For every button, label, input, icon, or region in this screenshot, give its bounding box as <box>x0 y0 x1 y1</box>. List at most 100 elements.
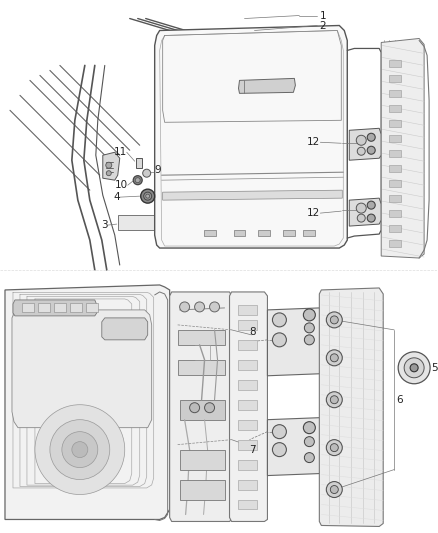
Circle shape <box>357 147 365 155</box>
Polygon shape <box>103 152 120 180</box>
Polygon shape <box>389 135 401 142</box>
Polygon shape <box>237 419 258 430</box>
Polygon shape <box>86 303 98 312</box>
Polygon shape <box>136 158 142 168</box>
Circle shape <box>143 169 151 177</box>
Polygon shape <box>178 360 225 375</box>
Circle shape <box>62 432 98 467</box>
Circle shape <box>304 309 315 321</box>
Circle shape <box>180 302 190 312</box>
Polygon shape <box>389 240 401 247</box>
Text: 1: 1 <box>319 11 326 21</box>
Text: 10: 10 <box>115 180 128 190</box>
Circle shape <box>72 442 88 458</box>
Polygon shape <box>239 78 295 93</box>
Polygon shape <box>170 292 232 521</box>
Polygon shape <box>237 340 258 350</box>
Polygon shape <box>389 150 401 157</box>
Text: 12: 12 <box>307 138 320 147</box>
Polygon shape <box>237 440 258 450</box>
Text: 3: 3 <box>101 220 108 230</box>
Circle shape <box>326 312 342 328</box>
Polygon shape <box>70 303 82 312</box>
Polygon shape <box>237 459 258 470</box>
Polygon shape <box>162 190 342 200</box>
Polygon shape <box>180 450 225 470</box>
Circle shape <box>272 425 286 439</box>
Polygon shape <box>381 38 424 258</box>
Circle shape <box>133 176 142 184</box>
Polygon shape <box>12 310 152 427</box>
Circle shape <box>356 135 366 146</box>
Polygon shape <box>237 499 258 510</box>
Circle shape <box>330 354 338 362</box>
Circle shape <box>304 335 314 345</box>
Text: 12: 12 <box>307 208 320 218</box>
Circle shape <box>367 146 375 154</box>
Polygon shape <box>389 225 401 232</box>
Circle shape <box>326 440 342 456</box>
Polygon shape <box>230 292 268 521</box>
Circle shape <box>194 302 205 312</box>
Circle shape <box>356 203 366 213</box>
Polygon shape <box>389 195 401 202</box>
Polygon shape <box>389 75 401 83</box>
Circle shape <box>272 333 286 347</box>
Circle shape <box>146 194 150 198</box>
Polygon shape <box>5 285 170 520</box>
Text: 9: 9 <box>155 165 161 175</box>
Polygon shape <box>180 480 225 499</box>
Polygon shape <box>304 230 315 236</box>
Polygon shape <box>389 106 401 112</box>
Polygon shape <box>349 128 381 160</box>
Circle shape <box>330 443 338 451</box>
Polygon shape <box>389 165 401 172</box>
Circle shape <box>330 486 338 494</box>
Polygon shape <box>283 230 295 236</box>
Polygon shape <box>389 120 401 127</box>
Polygon shape <box>389 180 401 187</box>
Circle shape <box>398 352 430 384</box>
Polygon shape <box>118 215 155 230</box>
Polygon shape <box>178 330 225 345</box>
Circle shape <box>326 481 342 497</box>
Polygon shape <box>13 300 97 316</box>
Polygon shape <box>237 480 258 489</box>
Circle shape <box>304 453 314 463</box>
Text: 5: 5 <box>431 363 438 373</box>
Circle shape <box>330 316 338 324</box>
Circle shape <box>404 358 424 378</box>
Circle shape <box>272 313 286 327</box>
Polygon shape <box>237 320 258 330</box>
Circle shape <box>330 395 338 403</box>
Circle shape <box>326 392 342 408</box>
Polygon shape <box>38 303 50 312</box>
Circle shape <box>326 350 342 366</box>
Circle shape <box>144 192 152 200</box>
Polygon shape <box>268 418 321 475</box>
Text: 8: 8 <box>250 327 256 337</box>
Polygon shape <box>54 303 66 312</box>
Polygon shape <box>102 318 148 340</box>
Circle shape <box>209 302 219 312</box>
Polygon shape <box>237 305 258 315</box>
Polygon shape <box>22 303 34 312</box>
Polygon shape <box>319 288 383 527</box>
Polygon shape <box>389 210 401 217</box>
Text: 4: 4 <box>113 192 120 202</box>
Polygon shape <box>155 26 347 248</box>
Circle shape <box>367 201 375 209</box>
Circle shape <box>357 214 365 222</box>
Circle shape <box>205 403 215 413</box>
Polygon shape <box>268 308 321 376</box>
Polygon shape <box>180 400 225 419</box>
Text: 2: 2 <box>319 20 326 30</box>
Polygon shape <box>349 198 381 226</box>
Circle shape <box>367 133 375 141</box>
Polygon shape <box>258 230 270 236</box>
Circle shape <box>50 419 110 480</box>
Text: 6: 6 <box>396 395 403 405</box>
Polygon shape <box>389 91 401 98</box>
Circle shape <box>135 177 140 183</box>
Text: 7: 7 <box>250 445 256 455</box>
